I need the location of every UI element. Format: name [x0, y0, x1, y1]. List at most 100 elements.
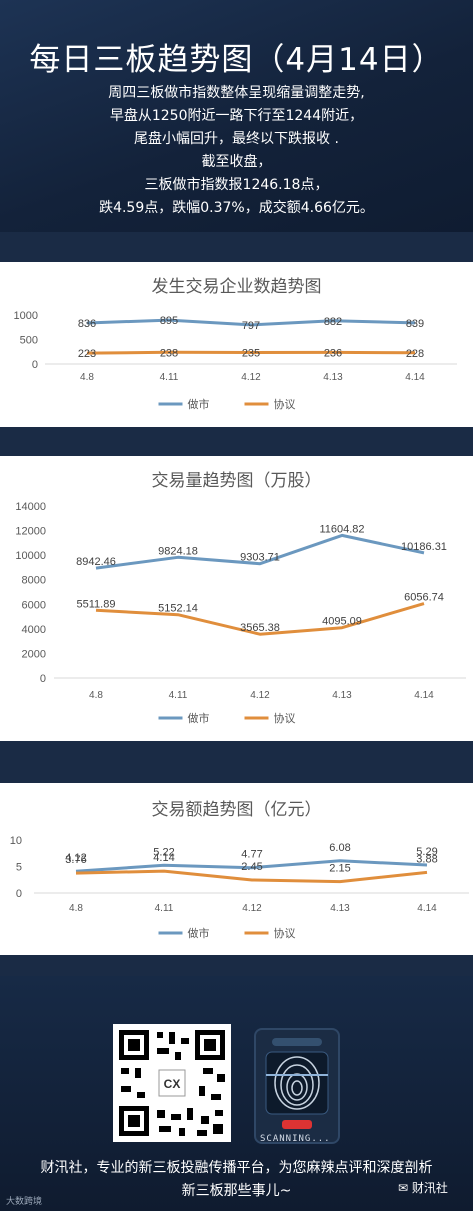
data-label: 5.29	[416, 846, 437, 858]
y-tick-label: 0	[16, 888, 22, 900]
y-tick-label: 8000	[22, 575, 46, 587]
x-tick-label: 4.12	[250, 690, 270, 701]
legend-label: 协议	[274, 711, 296, 725]
data-label: 882	[324, 316, 342, 328]
y-tick-label: 0	[40, 673, 46, 685]
x-tick-label: 4.13	[330, 903, 350, 914]
divider-band	[0, 232, 473, 262]
data-label: 5.22	[153, 846, 174, 858]
x-tick-label: 4.13	[332, 690, 352, 701]
chart-panel-companies: 发生交易企业数趋势图 0 500 1000 4.8 4.11 4.12 4.13 4.14 836…	[0, 262, 473, 427]
data-label: 4.14	[153, 852, 174, 864]
chart-panel-volume: 交易量趋势图（万股） 0 2000 4000 6000 8000 10000 12000 140…	[0, 456, 473, 741]
data-label: 236	[324, 347, 342, 359]
scanning-label: SCANNING...	[260, 1134, 331, 1144]
data-label: 3.88	[416, 853, 437, 865]
data-label: 228	[406, 348, 424, 360]
data-label: 3565.38	[240, 622, 280, 634]
divider-band	[0, 741, 473, 783]
data-label: 6.08	[329, 842, 350, 854]
watermark-left: 大数跨境	[6, 1197, 43, 1207]
y-tick-label: 10	[10, 835, 22, 847]
data-label: 4095.09	[322, 616, 362, 628]
series-line-agreement	[75, 869, 428, 884]
data-label: 11604.82	[319, 523, 364, 535]
y-tick-label: 6000	[22, 599, 46, 611]
data-label: 223	[78, 348, 96, 360]
line-chart: 发生交易企业数趋势图 0 500 1000 4.8 4.11 4.12 4.13 4.14 836…	[14, 277, 457, 411]
chart-title: 交易量趋势图（万股）	[152, 471, 322, 490]
header-banner: 每日三板趋势图（4月14日） 周四三板做市指数整体呈现缩量调整走势, 早盘从12…	[0, 0, 473, 232]
data-label: 10186.31	[401, 541, 447, 553]
wechat-icon: ✉	[398, 1181, 409, 1195]
data-label: 9303.71	[240, 552, 280, 564]
x-tick-label: 4.13	[323, 372, 343, 383]
legend-label: 协议	[274, 926, 296, 940]
y-tick-label: 2000	[22, 648, 46, 660]
wechat-watermark: ✉ 财汛社	[398, 1179, 448, 1196]
market-summary: 周四三板做市指数整体呈现缩量调整走势, 早盘从1250附近一路下行至1244附近…	[0, 82, 473, 220]
data-label: 5511.89	[77, 598, 116, 610]
legend-label: 做市	[188, 711, 210, 725]
legend-label: 协议	[274, 397, 296, 411]
data-label: 895	[160, 315, 178, 327]
divider-band	[0, 427, 473, 456]
x-tick-label: 4.8	[89, 690, 103, 701]
data-label: 238	[160, 347, 178, 359]
summary-line: 截至收盘，	[201, 154, 272, 170]
fingerprint-icon	[254, 1028, 340, 1144]
y-tick-label: 10000	[15, 550, 46, 562]
chart-title: 发生交易企业数趋势图	[152, 277, 322, 296]
summary-line: 三板做市指数报1246.18点，	[144, 177, 329, 193]
y-tick-label: 500	[20, 335, 38, 347]
qr-logo-text: CX	[164, 1077, 181, 1091]
footer-line: 财汛社，专业的新三板投融传播平台，为您麻辣点评和深度剖析	[40, 1160, 433, 1176]
data-label: 797	[242, 320, 260, 332]
x-tick-label: 4.14	[405, 372, 425, 383]
series-line-agreement	[95, 602, 425, 636]
data-label: 4.12	[65, 852, 86, 864]
x-tick-label: 4.14	[414, 690, 434, 701]
series-line-market-maker	[95, 533, 425, 570]
footer-line: 新三板那些事儿~	[181, 1183, 292, 1199]
x-tick-label: 4.12	[241, 372, 261, 383]
x-tick-label: 4.12	[242, 903, 262, 914]
data-label: 235	[242, 347, 260, 359]
legend-label: 做市	[188, 926, 210, 940]
chart-title: 交易额趋势图（亿元）	[152, 800, 322, 819]
data-label: 2.15	[329, 863, 350, 875]
footer-text: 财汛社，专业的新三板投融传播平台，为您麻辣点评和深度剖析 新三板那些事儿~	[0, 1157, 473, 1203]
y-tick-label: 4000	[22, 624, 46, 636]
chart-panel-turnover: 交易额趋势图（亿元） 0 5 10 4.8 4.11 4.12 4.13 4.14 4.12 5.2…	[0, 783, 473, 955]
data-label: 4.77	[241, 849, 262, 861]
divider-band	[0, 955, 473, 976]
page-title: 每日三板趋势图（4月14日）	[29, 42, 444, 78]
series-line-market-maker	[75, 859, 428, 873]
y-tick-label: 1000	[14, 310, 38, 322]
legend-label: 做市	[188, 397, 210, 411]
footer	[0, 976, 473, 1211]
data-label: 839	[406, 318, 424, 330]
y-tick-label: 0	[32, 359, 38, 371]
line-chart: 交易额趋势图（亿元） 0 5 10 4.8 4.11 4.12 4.13 4.14 4.12 5.2…	[10, 800, 469, 940]
y-tick-label: 12000	[15, 526, 46, 538]
series-line-market-maker	[86, 318, 416, 327]
data-label: 5152.14	[158, 603, 198, 615]
wechat-account-name: 财汛社	[411, 1181, 448, 1195]
data-label: 8942.46	[76, 556, 116, 568]
x-tick-label: 4.8	[69, 903, 83, 914]
summary-line: 尾盘小幅回升，最终以下跌报收 .	[134, 131, 339, 147]
x-tick-label: 4.14	[417, 903, 437, 914]
data-label: 2.45	[241, 861, 262, 873]
summary-line: 早盘从1250附近一路下行至1244附近，	[109, 108, 364, 124]
series-line-agreement	[86, 350, 416, 355]
y-tick-label: 14000	[15, 501, 46, 513]
data-label: 3.76	[65, 854, 86, 866]
x-tick-label: 4.8	[80, 372, 94, 383]
x-tick-label: 4.11	[169, 690, 188, 701]
y-tick-label: 5	[16, 862, 22, 874]
data-label: 9824.18	[158, 545, 198, 557]
summary-line: 跌4.59点，跌幅0.37%，成交额4.66亿元。	[99, 200, 374, 216]
data-label: 836	[78, 318, 96, 330]
qr-code-icon: CX	[113, 1024, 231, 1142]
